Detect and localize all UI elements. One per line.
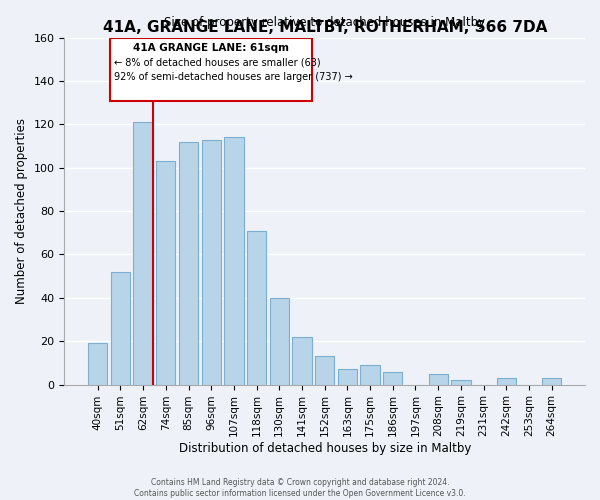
Title: 41A, GRANGE LANE, MALTBY, ROTHERHAM, S66 7DA: 41A, GRANGE LANE, MALTBY, ROTHERHAM, S66… xyxy=(103,20,547,35)
Bar xyxy=(269,298,289,384)
Bar xyxy=(383,372,403,384)
Bar xyxy=(111,272,130,384)
Y-axis label: Number of detached properties: Number of detached properties xyxy=(15,118,28,304)
Bar xyxy=(315,356,334,384)
Bar xyxy=(338,370,357,384)
X-axis label: Distribution of detached houses by size in Maltby: Distribution of detached houses by size … xyxy=(179,442,471,455)
Bar xyxy=(247,230,266,384)
Bar xyxy=(292,337,311,384)
FancyBboxPatch shape xyxy=(110,38,312,100)
Text: 92% of semi-detached houses are larger (737) →: 92% of semi-detached houses are larger (… xyxy=(113,72,352,83)
Bar xyxy=(361,365,380,384)
Bar xyxy=(428,374,448,384)
Text: 41A GRANGE LANE: 61sqm: 41A GRANGE LANE: 61sqm xyxy=(133,43,289,53)
Bar xyxy=(202,140,221,384)
Bar xyxy=(497,378,516,384)
Text: ← 8% of detached houses are smaller (63): ← 8% of detached houses are smaller (63) xyxy=(113,57,320,67)
Text: Size of property relative to detached houses in Maltby: Size of property relative to detached ho… xyxy=(164,16,485,29)
Bar xyxy=(451,380,470,384)
Bar xyxy=(133,122,153,384)
Text: Contains HM Land Registry data © Crown copyright and database right 2024.
Contai: Contains HM Land Registry data © Crown c… xyxy=(134,478,466,498)
Bar xyxy=(156,161,175,384)
Bar xyxy=(542,378,562,384)
Bar xyxy=(88,344,107,384)
Bar xyxy=(179,142,198,384)
Bar xyxy=(224,138,244,384)
